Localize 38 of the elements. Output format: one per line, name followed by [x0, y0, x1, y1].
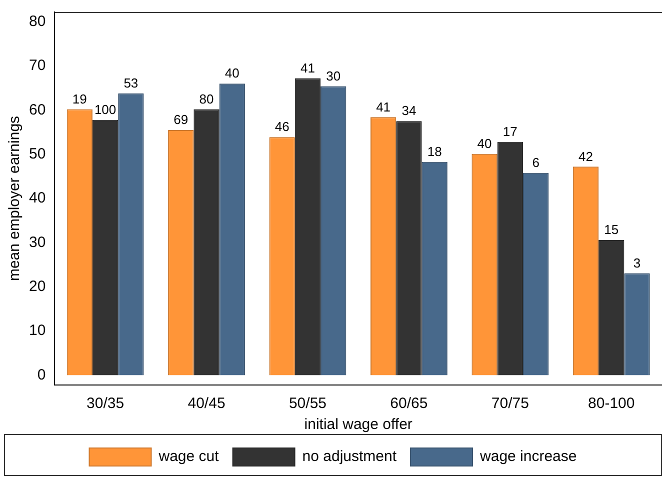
annotation: 18 [427, 144, 442, 159]
x-tick-label: 30/35 [86, 395, 124, 412]
y-tick-label: 20 [28, 278, 46, 296]
y-tick-label: 10 [28, 322, 46, 340]
annotation: 80 [199, 91, 214, 106]
annotation: 17 [502, 124, 518, 140]
annotation: 40 [477, 136, 492, 151]
annotation: 3 [633, 255, 641, 270]
annotation: 19 [72, 91, 87, 106]
annotation: 69 [174, 112, 188, 128]
legend-label: no adjustment [302, 448, 398, 466]
legend-label: wage cut [158, 448, 220, 466]
y-tick-label: 30 [28, 234, 46, 251]
annotation: 46 [274, 119, 290, 134]
x-axis-title: initial wage offer [304, 416, 412, 434]
y-tick-label: 60 [28, 101, 46, 118]
x-tick-label: 50/55 [288, 395, 327, 412]
annotation: 41 [300, 60, 315, 76]
x-tick-label: 40/45 [188, 395, 226, 412]
x-tick-label: 70/75 [491, 395, 529, 412]
annotation: 100 [94, 102, 116, 117]
annotation: 30 [326, 68, 341, 84]
annotation: 15 [604, 222, 619, 238]
annotation: 40 [224, 66, 240, 81]
annotation: 34 [402, 103, 416, 118]
annotation: 6 [532, 154, 540, 170]
y-tick-label: 80 [28, 12, 46, 30]
legend-label: wage increase [479, 448, 577, 466]
y-axis-title: mean employer earnings [6, 116, 24, 282]
x-tick-label: 60/65 [390, 395, 428, 412]
annotation: 41 [376, 99, 391, 114]
y-tick-label: 50 [28, 145, 46, 162]
annotation: 42 [578, 148, 593, 164]
y-tick-label: 40 [28, 190, 46, 207]
y-tick-label: 70 [28, 57, 46, 74]
x-tick-label: 80-100 [588, 395, 635, 412]
y-tick-label: 0 [37, 366, 46, 384]
annotation: 53 [124, 75, 138, 90]
